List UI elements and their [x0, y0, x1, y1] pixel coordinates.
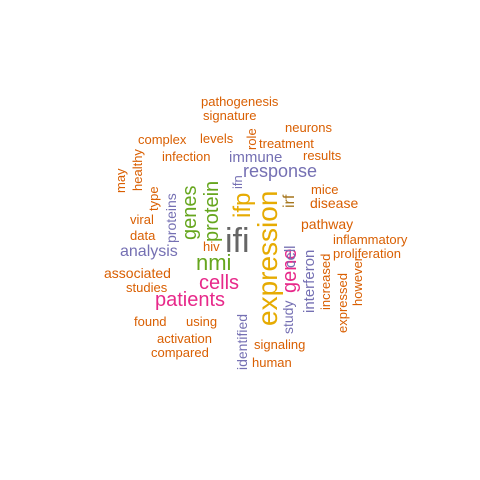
word-cells: cells — [199, 272, 240, 294]
word-interferon: interferon — [301, 249, 318, 313]
word-patients: patients — [155, 289, 226, 311]
word-using: using — [186, 314, 218, 329]
word-associated: associated — [104, 265, 171, 281]
word-pathogenesis: pathogenesis — [201, 94, 279, 109]
word-signaling: signaling — [254, 337, 306, 352]
word-proliferation: proliferation — [333, 246, 401, 261]
word-increased: increased — [318, 253, 333, 310]
word-cell: cell — [282, 245, 299, 268]
word-compared: compared — [151, 345, 209, 360]
word-data: data — [130, 228, 156, 243]
word-protein: protein — [201, 180, 223, 242]
word-viral: viral — [130, 212, 154, 227]
word-expressed: expressed — [335, 273, 350, 333]
word-neurons: neurons — [285, 120, 332, 135]
word-human: human — [252, 355, 292, 370]
word-study: study — [280, 300, 296, 334]
word-studies: studies — [126, 280, 168, 295]
word-pathway: pathway — [301, 216, 354, 232]
word-ifi: ifi — [225, 222, 250, 260]
word-ifp: ifp — [229, 192, 256, 218]
word-proteins: proteins — [163, 193, 179, 243]
word-role: role — [244, 128, 259, 150]
word-signature: signature — [203, 108, 257, 123]
word-inflammatory: inflammatory — [333, 232, 408, 247]
word-expression: expression — [252, 190, 283, 326]
word-complex: complex — [138, 132, 187, 147]
word-genes: genes — [179, 185, 201, 241]
word-activation: activation — [157, 331, 212, 346]
word-hiv: hiv — [203, 239, 220, 254]
word-treatment: treatment — [259, 136, 314, 151]
word-identified: identified — [234, 313, 250, 370]
word-may: may — [113, 168, 128, 193]
word-type: type — [146, 186, 161, 211]
word-disease: disease — [310, 195, 359, 211]
word-levels: levels — [200, 131, 234, 146]
word-found: found — [134, 314, 167, 329]
word-irf: irf — [281, 194, 298, 208]
word-however: however — [350, 256, 365, 306]
word-infection: infection — [162, 149, 211, 164]
word-mice: mice — [311, 182, 339, 197]
word-ifn: ifn — [230, 175, 245, 189]
word-immune: immune — [229, 149, 283, 166]
word-healthy: healthy — [130, 149, 145, 191]
word-analysis: analysis — [120, 243, 178, 260]
word-nmi: nmi — [196, 250, 232, 275]
word-results: results — [303, 148, 342, 163]
word-response: response — [243, 161, 318, 181]
